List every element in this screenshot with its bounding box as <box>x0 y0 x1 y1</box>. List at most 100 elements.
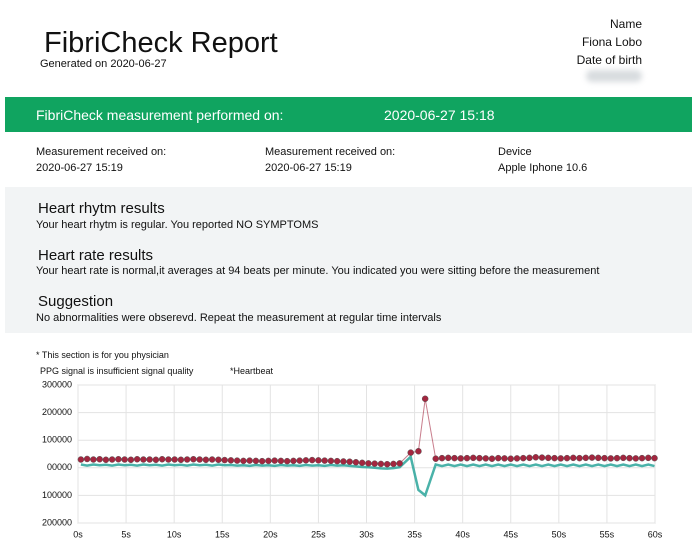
heartbeat-marker <box>582 454 590 462</box>
heartbeat-marker <box>645 454 652 462</box>
heartbeat-marker <box>576 454 583 462</box>
heartbeat-marker <box>321 457 328 464</box>
x-tick-label: 60s <box>648 529 663 539</box>
heartbeat-marker <box>96 455 103 463</box>
heartbeat-marker <box>208 456 216 463</box>
heartbeat-marker <box>469 454 477 462</box>
heartbeat-marker <box>121 456 128 463</box>
report-title: FibriCheck Report <box>44 27 278 59</box>
heartbeat-marker <box>482 455 489 462</box>
heartbeat-marker <box>501 455 508 462</box>
heartbeat-marker <box>177 456 185 464</box>
x-tick-label: 35s <box>407 529 422 539</box>
heartbeat-marker <box>190 455 197 463</box>
heartbeat-marker <box>371 460 378 467</box>
results-box <box>5 187 692 333</box>
x-tick-label: 30s <box>359 529 374 539</box>
info-label: Device <box>498 146 532 158</box>
heartbeat-marker <box>396 460 403 467</box>
heartbeat-marker <box>108 456 116 463</box>
heartbeat-marker <box>165 456 172 463</box>
heartbeat-marker <box>476 454 483 462</box>
redacted-dob <box>586 70 642 82</box>
heartbeat-marker <box>171 456 178 463</box>
info-value: 2020-06-27 15:19 <box>36 162 123 174</box>
heartbeat-marker <box>438 454 446 462</box>
heartbeat-marker <box>77 456 85 463</box>
x-tick-label: 20s <box>263 529 278 539</box>
y-tick-label: 200000 <box>42 407 72 417</box>
heartbeat-marker <box>327 457 335 465</box>
heartbeat-marker <box>290 457 297 465</box>
y-tick-label: 300000 <box>42 379 72 389</box>
x-tick-label: 40s <box>455 529 470 539</box>
heartbeat-marker <box>620 454 627 462</box>
x-tick-label: 45s <box>503 529 518 539</box>
x-tick-label: 5s <box>121 529 131 539</box>
section-text: Your heart rate is normal,it averages at… <box>36 265 600 277</box>
heartbeat-marker <box>377 460 385 468</box>
heartbeat-marker <box>127 456 135 464</box>
heartbeat-marker <box>545 454 552 462</box>
heartbeat-marker <box>488 455 496 462</box>
heartbeat-marker <box>538 454 546 461</box>
heartbeat-marker <box>140 456 147 463</box>
heartbeat-marker <box>432 455 439 462</box>
heartbeat-marker <box>265 457 272 465</box>
heartbeat-marker <box>407 449 414 456</box>
heartbeat-marker <box>588 454 596 461</box>
heartbeat-marker <box>463 454 471 462</box>
heartbeat-marker <box>638 454 646 462</box>
heartbeat-marker <box>221 456 228 464</box>
heartbeat-marker <box>283 457 291 465</box>
heartbeat-marker <box>158 455 166 463</box>
heartbeat-marker <box>513 455 521 462</box>
y-tick-label: 00000 <box>47 462 72 472</box>
dob-label: Date of birth <box>576 53 642 67</box>
heartbeat-marker <box>308 456 316 464</box>
heartbeat-marker <box>83 455 91 463</box>
heartbeat-marker <box>390 460 397 468</box>
series-line <box>80 454 655 498</box>
heartbeat-marker <box>444 454 452 462</box>
heartbeat-marker <box>346 458 353 465</box>
legend-entry: *Heartbeat <box>230 366 274 376</box>
x-tick-label: 0s <box>73 529 83 539</box>
heartbeat-marker <box>233 457 241 464</box>
heartbeat-marker <box>570 454 577 462</box>
section-heading: Heart rate results <box>38 247 154 264</box>
x-tick-label: 10s <box>167 529 182 539</box>
heartbeat-marker <box>227 457 235 464</box>
heartbeat-marker <box>90 456 97 463</box>
info-value: 2020-06-27 15:19 <box>265 162 352 174</box>
heartbeat-marker <box>451 454 458 462</box>
heartbeat-marker <box>563 454 571 462</box>
heartbeat-marker <box>520 454 527 462</box>
heartbeat-marker <box>133 455 141 463</box>
heartbeat-marker <box>651 454 658 462</box>
heartbeat-marker <box>215 456 222 464</box>
heartbeat-marker <box>507 455 514 462</box>
info-label: Measurement received on: <box>265 146 396 158</box>
heartbeat-marker <box>595 454 602 462</box>
heartbeat-marker <box>607 455 615 462</box>
heartbeat-marker <box>601 454 608 462</box>
heartbeat-marker <box>277 457 285 465</box>
heartbeat-marker <box>196 456 203 463</box>
heartbeat-marker <box>613 454 621 462</box>
section-heading: Heart rhytm results <box>38 200 165 217</box>
heartbeat-marker <box>152 456 160 464</box>
heartbeat-marker <box>240 457 247 465</box>
x-tick-label: 55s <box>600 529 615 539</box>
heartbeat-marker <box>246 457 253 464</box>
banner <box>5 97 692 132</box>
heartbeat-marker <box>333 457 341 465</box>
heartbeat-marker <box>632 455 640 462</box>
heartbeat-marker <box>526 454 533 462</box>
heartbeat-marker <box>551 454 558 462</box>
heartbeat-marker <box>626 454 633 462</box>
heartbeat-marker <box>365 460 372 467</box>
x-tick-label: 25s <box>311 529 326 539</box>
